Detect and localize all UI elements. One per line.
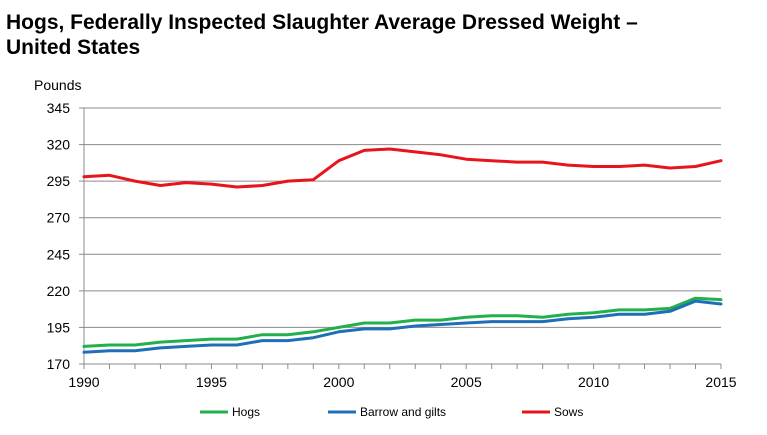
axes xyxy=(79,107,722,369)
legend-label-barrow-and-gilts: Barrow and gilts xyxy=(360,405,446,419)
x-tick-1995: 1995 xyxy=(196,374,227,390)
gridlines xyxy=(84,107,721,328)
series-line-hogs xyxy=(82,296,723,348)
y-tick-270: 270 xyxy=(47,210,71,226)
y-tick-220: 220 xyxy=(47,283,71,299)
y-tick-labels: 170 195 220 245 270 295 320 345 xyxy=(47,100,71,372)
chart-title: Hogs, Federally Inspected Slaughter Aver… xyxy=(6,11,638,59)
x-tick-2000: 2000 xyxy=(323,374,354,390)
y-axis-label: Pounds xyxy=(34,77,81,93)
x-tick-2010: 2010 xyxy=(578,374,609,390)
series-lines xyxy=(82,147,723,354)
y-tick-170: 170 xyxy=(47,356,71,372)
y-tick-245: 245 xyxy=(47,246,71,262)
legend-label-sows: Sows xyxy=(554,405,583,419)
series-line-barrow-and-gilts xyxy=(82,299,723,354)
y-tick-345: 345 xyxy=(47,100,71,116)
series-line-sows xyxy=(82,147,723,189)
y-tick-295: 295 xyxy=(47,173,71,189)
x-tick-2015: 2015 xyxy=(705,374,736,390)
y-tick-320: 320 xyxy=(47,137,71,153)
y-tick-195: 195 xyxy=(47,319,71,335)
x-tick-1990: 1990 xyxy=(68,374,99,390)
legend-label-hogs: Hogs xyxy=(232,405,260,419)
legend: Hogs Barrow and gilts Sows xyxy=(200,405,583,419)
x-tick-2005: 2005 xyxy=(451,374,482,390)
x-tick-labels: 1990 1995 2000 2005 2010 2015 xyxy=(68,374,736,390)
